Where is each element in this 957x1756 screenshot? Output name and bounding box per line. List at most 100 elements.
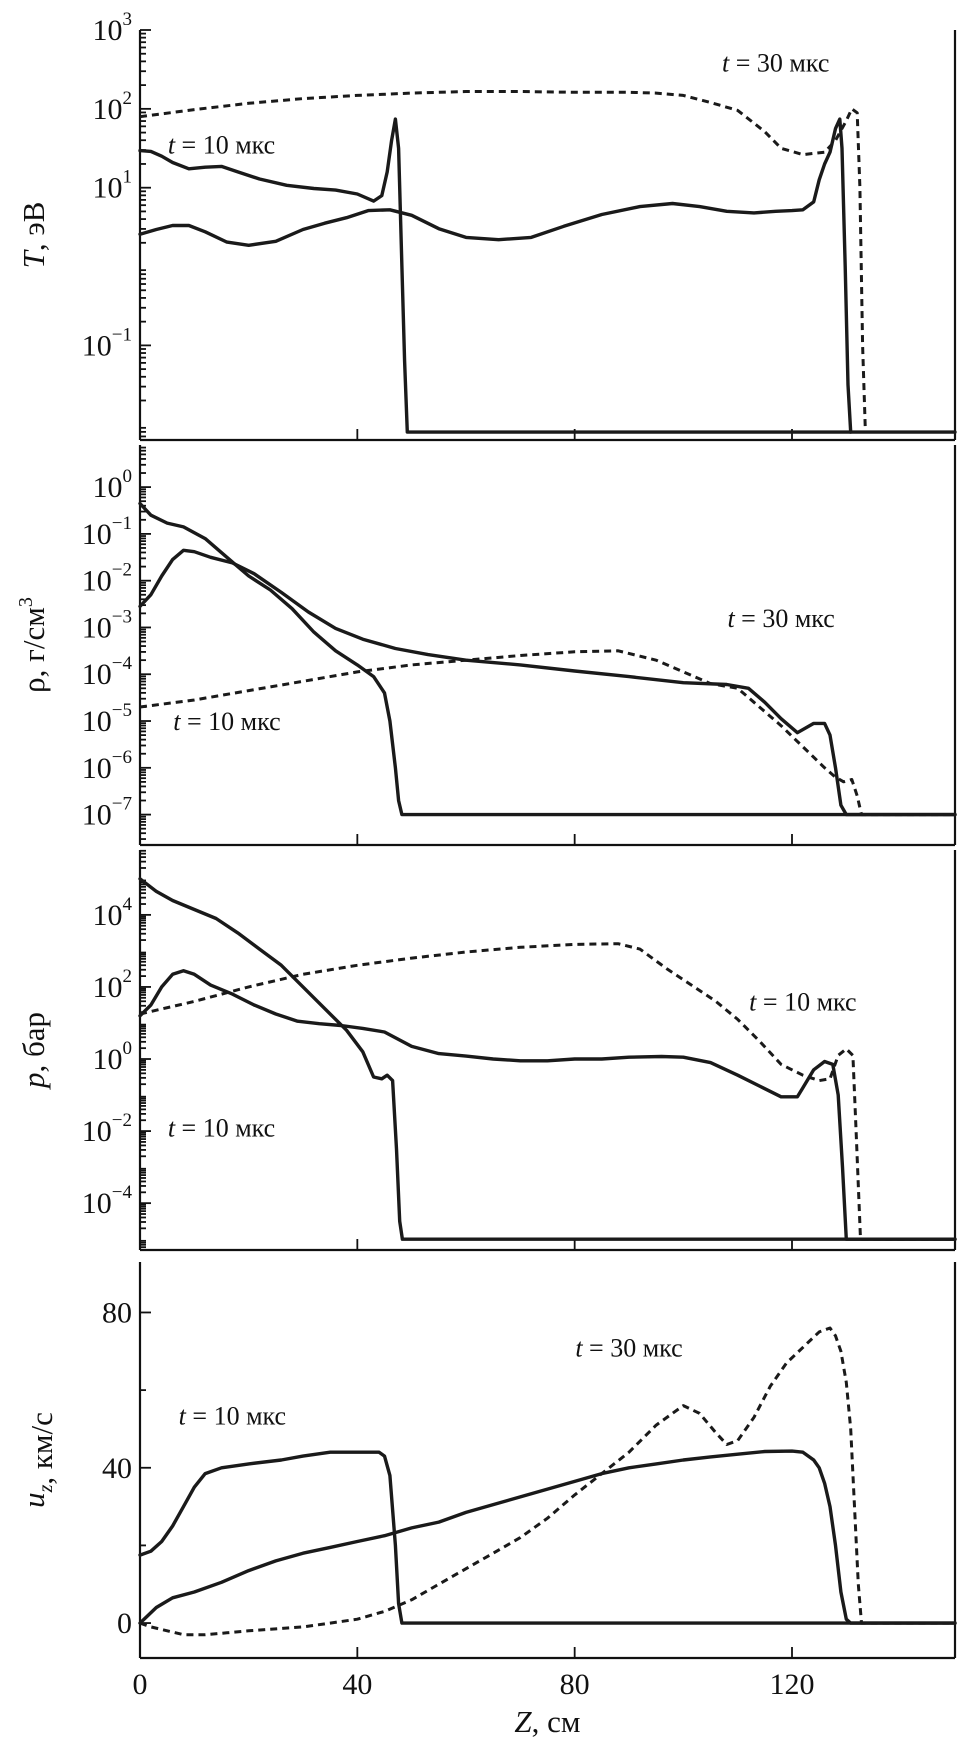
y-tick-label: 103: [93, 9, 133, 47]
y-tick-base: 10: [82, 1187, 112, 1220]
y-tick-exponent: −1: [112, 513, 132, 534]
y-tick-exponent: −2: [112, 1110, 132, 1131]
y-tick-label: 80: [102, 1296, 132, 1329]
y-tick-base: 10: [82, 611, 112, 644]
series-annotation: t = 30 мкс: [575, 1333, 682, 1362]
label-part: t: [168, 1113, 176, 1142]
y-tick-base: 10: [82, 1115, 112, 1148]
y-tick-exponent: 0: [123, 466, 133, 487]
label-part: = 30 мкс: [583, 1333, 683, 1362]
x-tick-label: 0: [133, 1668, 148, 1701]
series-annotation: t = 10 мкс: [168, 130, 275, 159]
series-annotation: t = 10 мкс: [173, 707, 280, 736]
y-tick-label: 100: [93, 1038, 133, 1076]
y-tick-label: 10−4: [82, 653, 133, 691]
label-part: t: [575, 1333, 583, 1362]
y-tick-label: 102: [93, 966, 133, 1004]
series-line-3: [139, 1326, 955, 1637]
y-tick-base: 10: [93, 971, 123, 1004]
label-part: = 10 мкс: [175, 130, 275, 159]
y-axis-title: p, бар: [16, 1012, 51, 1090]
y-axis-title: uz, км/с: [16, 1412, 59, 1508]
y-tick-label: 10−6: [82, 747, 132, 785]
label-part: T: [16, 248, 51, 268]
y-tick-base: 10: [93, 93, 123, 126]
series-annotation: t = 30 мкс: [722, 48, 829, 77]
label-part: u: [16, 1492, 51, 1508]
label-part: t: [168, 130, 176, 159]
y-tick-label: 10−2: [82, 1110, 132, 1148]
y-tick-base: 10: [82, 518, 112, 551]
series-annotation: t = 10 мкс: [749, 987, 856, 1016]
y-tick-base: 10: [82, 329, 112, 362]
y-tick-label: 10−5: [82, 700, 132, 738]
label-part: t: [722, 48, 730, 77]
y-tick-base: 10: [93, 14, 123, 47]
y-tick-label: 104: [93, 894, 133, 932]
y-tick-label: 10−1: [82, 324, 132, 362]
series-line-1: [138, 1450, 957, 1625]
y-tick-base: 10: [82, 565, 112, 598]
y-tick-label: 10−4: [82, 1182, 133, 1220]
y-tick-base: 10: [93, 899, 123, 932]
series-line-3: [139, 649, 955, 817]
y-tick-exponent: 2: [123, 88, 133, 109]
label-part: = 10 мкс: [175, 1113, 275, 1142]
series-line-1: [138, 877, 957, 1241]
label-part: , бар: [16, 1012, 51, 1073]
x-axis-title: Z, см: [514, 1704, 580, 1739]
y-tick-exponent: 3: [123, 9, 133, 30]
label-part: , эВ: [16, 202, 51, 251]
y-tick-exponent: 4: [123, 894, 133, 915]
series-annotation: t = 10 мкс: [179, 1401, 286, 1430]
label-part: p: [16, 1073, 51, 1091]
y-tick-exponent: −5: [112, 700, 132, 721]
y-tick-label: 102: [93, 88, 133, 126]
y-tick-base: 10: [93, 1043, 123, 1076]
series-line-3: [139, 90, 867, 433]
y-tick-label: 101: [93, 167, 133, 205]
label-part: = 30 мкс: [735, 604, 835, 633]
y-tick-exponent: −1: [112, 324, 132, 345]
label-part: 3: [15, 597, 37, 607]
series-annotation: t = 10 мкс: [168, 1113, 275, 1142]
y-tick-exponent: −2: [112, 560, 132, 581]
y-tick-exponent: 0: [123, 1038, 133, 1059]
label-part: t: [179, 1401, 187, 1430]
label-part: = 10 мкс: [756, 987, 856, 1016]
label-part: = 30 мкс: [729, 48, 829, 77]
series-line-3: [139, 942, 955, 1241]
y-tick-label: 10−3: [82, 606, 132, 644]
series-line-2: [138, 969, 957, 1241]
y-tick-exponent: −4: [112, 653, 133, 674]
y-tick-label: 10−2: [82, 560, 132, 598]
series-annotation: t = 30 мкс: [727, 604, 834, 633]
y-tick-label: 100: [93, 466, 133, 504]
y-tick-base: 10: [93, 471, 123, 504]
y-axis-title: T, эВ: [16, 202, 51, 269]
y-tick-exponent: −7: [112, 794, 132, 815]
y-tick-label: 40: [102, 1452, 132, 1485]
series-line-2: [138, 117, 853, 434]
label-part: t: [727, 604, 735, 633]
y-tick-base: 80: [102, 1296, 132, 1329]
x-tick-label: 120: [770, 1668, 815, 1701]
y-tick-label: 10−1: [82, 513, 132, 551]
x-axis-unit: , см: [532, 1704, 581, 1739]
y-tick-exponent: −6: [112, 747, 132, 768]
series-line-1: [138, 117, 957, 434]
series-line-2: [138, 1449, 957, 1625]
y-tick-base: 0: [117, 1607, 132, 1640]
y-tick-base: 10: [93, 172, 123, 205]
y-tick-exponent: 1: [123, 167, 133, 188]
label-part: t: [173, 707, 181, 736]
series-line-1: [138, 501, 957, 817]
label-part: t: [749, 987, 757, 1016]
label-part: = 10 мкс: [186, 1401, 286, 1430]
y-tick-exponent: 2: [123, 966, 133, 987]
x-tick-label: 40: [342, 1668, 372, 1701]
